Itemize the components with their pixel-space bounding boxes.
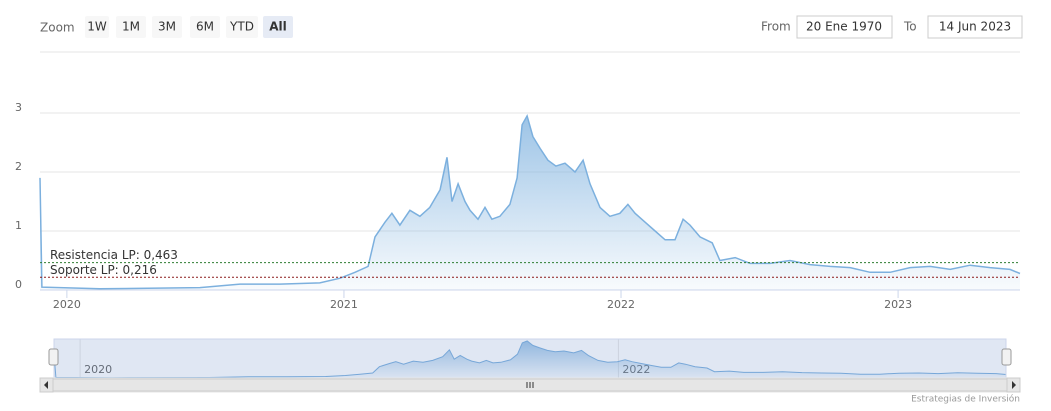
x-tick-label: 2021 [330,298,358,311]
to-input[interactable] [927,15,1023,39]
navigator-tick-label: 2020 [84,363,112,376]
y-tick-label: 2 [15,160,22,173]
range-button[interactable] [152,16,182,38]
scrollbar-grip [526,382,534,388]
range-button[interactable] [226,16,258,38]
y-tick-label: 1 [15,219,22,232]
x-tick-label: 2020 [53,298,81,311]
range-button-label[interactable]: 3M [158,20,176,34]
range-button-label[interactable]: 6M [196,20,214,34]
navigator-line [53,340,1007,379]
area-fill [40,115,1020,291]
plot-area: 0 1 2 3 2020 2021 2022 2023 Resistencia LP: 0,46… [15,51,1021,379]
to-value[interactable]: 14 Jun 2023 [939,20,1011,34]
credits: Estrategias de Inversión [911,394,1020,405]
navigator-handle-left[interactable] [48,348,59,366]
from-input[interactable] [796,15,893,39]
navigator-fill [54,341,1006,378]
y-tick-label: 3 [15,101,22,114]
range-button[interactable] [116,16,146,38]
from-value[interactable]: 20 Ene 1970 [806,20,882,34]
from-label: From [761,20,791,34]
range-button[interactable] [85,16,109,38]
y-tick-label: 0 [15,278,22,291]
range-button[interactable] [263,16,293,38]
zoom-label: Zoom [40,21,75,35]
to-label: To [903,20,917,34]
plot-line-label: Soporte LP: 0,216 [50,263,157,277]
range-button-label[interactable]: 1W [87,20,107,34]
range-button[interactable] [190,16,220,38]
range-button-label[interactable]: YTD [229,20,254,34]
navigator-handle-right[interactable] [1001,348,1012,366]
navigator-mask[interactable] [53,338,1007,379]
x-tick-label: 2022 [607,298,635,311]
arrow-right [1012,381,1016,389]
arrow-left [44,381,48,389]
x-tick-label: 2023 [884,298,912,311]
area-line [39,113,1021,290]
plot-line-label: Resistencia LP: 0,463 [50,248,178,262]
range-button-label[interactable]: 1M [122,20,140,34]
range-button-label[interactable]: All [269,20,287,34]
